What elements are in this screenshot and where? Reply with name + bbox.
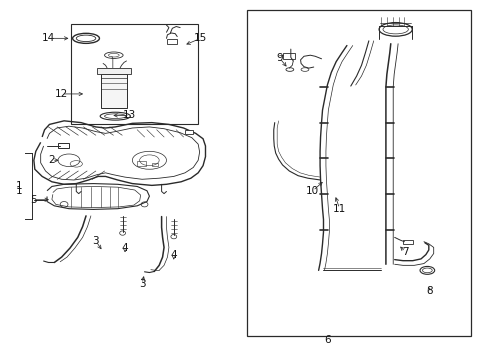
Text: 12: 12 bbox=[55, 89, 68, 99]
Text: 9: 9 bbox=[276, 53, 283, 63]
Bar bbox=[71, 24, 198, 125]
Text: 13: 13 bbox=[123, 111, 136, 121]
Text: 7: 7 bbox=[401, 247, 408, 257]
Text: 4: 4 bbox=[170, 250, 177, 260]
Bar bbox=[282, 53, 294, 59]
Bar bbox=[402, 239, 412, 244]
Text: 5: 5 bbox=[30, 195, 37, 205]
Bar bbox=[167, 39, 177, 44]
Bar bbox=[152, 163, 158, 166]
Text: 3: 3 bbox=[92, 236, 99, 246]
Text: 15: 15 bbox=[194, 33, 207, 43]
Text: 1: 1 bbox=[16, 186, 22, 196]
Text: 8: 8 bbox=[426, 286, 432, 296]
Text: 6: 6 bbox=[324, 334, 330, 345]
Text: 11: 11 bbox=[332, 204, 346, 214]
Bar bbox=[246, 10, 470, 336]
Bar bbox=[184, 130, 192, 134]
Text: 1: 1 bbox=[16, 181, 22, 191]
Text: 14: 14 bbox=[42, 33, 55, 43]
Text: 4: 4 bbox=[122, 243, 128, 253]
Bar bbox=[101, 74, 127, 108]
Bar bbox=[58, 143, 69, 148]
Bar bbox=[137, 161, 146, 166]
Text: 3: 3 bbox=[139, 279, 145, 289]
Text: 2: 2 bbox=[48, 155, 55, 165]
Text: 10: 10 bbox=[305, 186, 319, 196]
Bar bbox=[97, 68, 131, 74]
